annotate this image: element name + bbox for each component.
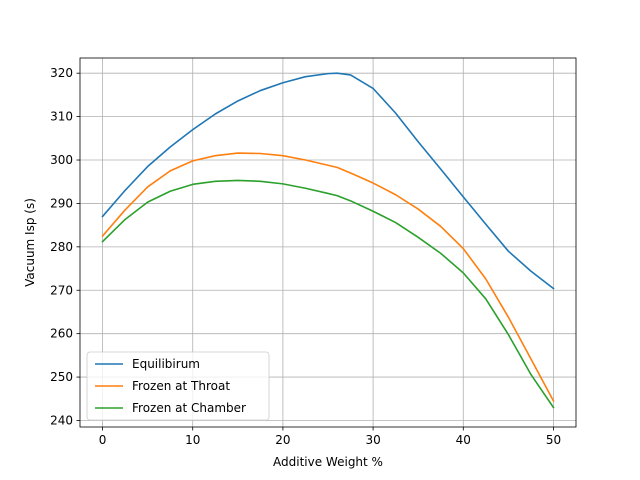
x-tick-label: 10 [185, 433, 200, 447]
y-tick-label: 320 [50, 66, 73, 80]
series-line-1 [101, 152, 555, 403]
legend: Equilibirum Frozen at Throat Frozen at Cha… [86, 351, 270, 421]
y-tick-label: 260 [50, 327, 73, 341]
y-tick-label: 300 [50, 153, 73, 167]
x-tick-label: 30 [365, 433, 380, 447]
x-tick-label: 40 [456, 433, 471, 447]
legend-label-1: Frozen at Throat [132, 379, 230, 393]
legend-box [86, 351, 270, 421]
x-axis-label: Additive Weight % [273, 455, 383, 469]
y-tick-label: 270 [50, 283, 73, 297]
legend-label-0: Equilibirum [132, 357, 200, 371]
y-tick-label: 240 [50, 413, 73, 427]
x-axis: 0 10 20 30 40 50 [99, 427, 561, 447]
series-line-2 [101, 179, 555, 409]
series-lines [101, 72, 555, 409]
plot-frame [79, 57, 577, 428]
x-tick-label: 20 [275, 433, 290, 447]
y-axis: 240 250 260 270 280 290 300 310 320 [50, 66, 80, 427]
y-tick-label: 290 [50, 196, 73, 210]
x-tick-label: 50 [546, 433, 561, 447]
legend-label-2: Frozen at Chamber [132, 401, 246, 415]
y-tick-label: 310 [50, 110, 73, 124]
y-tick-label: 280 [50, 240, 73, 254]
x-tick-label: 0 [99, 433, 107, 447]
series-line-0 [101, 72, 555, 290]
y-axis-label: Vacuum Isp (s) [23, 198, 37, 287]
y-tick-label: 250 [50, 370, 73, 384]
